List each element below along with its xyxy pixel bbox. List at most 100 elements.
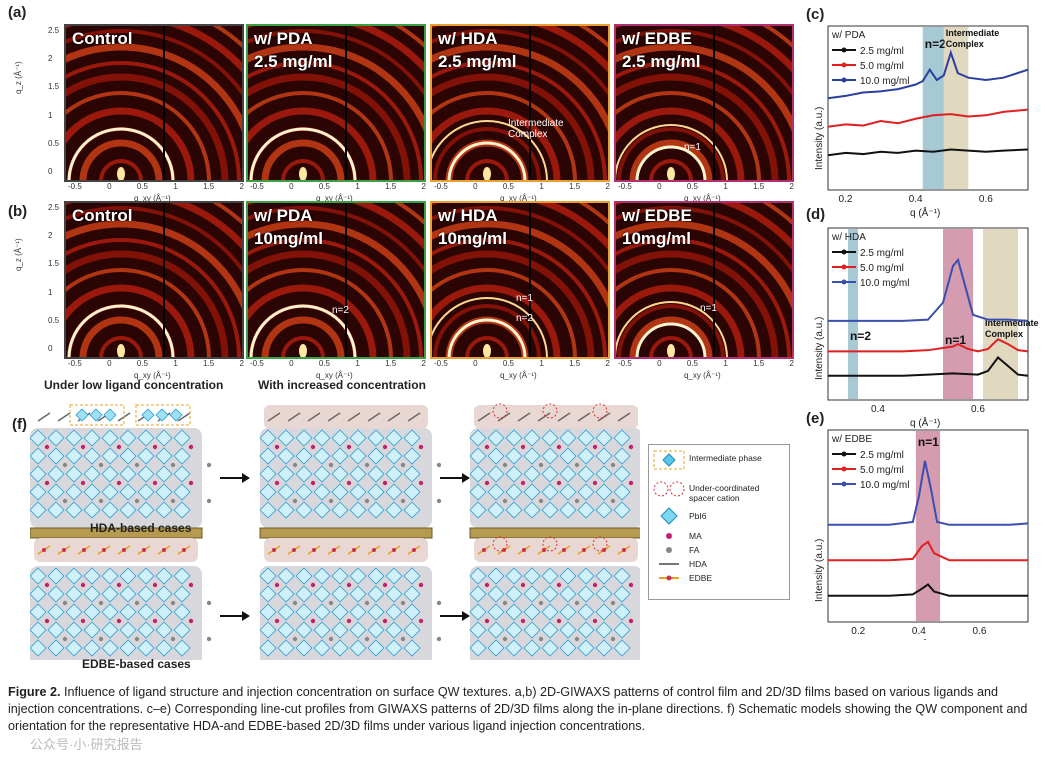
hda-cases-label: HDA-based cases [90, 521, 192, 535]
band-label-0: n=2 [925, 37, 946, 51]
caption-label: Figure 2. [8, 685, 61, 699]
giwaxs-row_a-note-3: n=1 [684, 142, 701, 153]
legend-edbe: EDBE [689, 573, 713, 583]
legend-label: 10.0 mg/ml [860, 480, 909, 491]
giwaxs-row_b-panel-1 [246, 201, 426, 359]
x-axis-label: q_xy (Å⁻¹) [316, 371, 353, 380]
x-tick: 0.6 [973, 626, 987, 637]
x-axis-label: q_xy (Å⁻¹) [684, 194, 721, 203]
series-0 [828, 583, 1028, 597]
x-tick: -0.5 [68, 182, 82, 191]
pbi6-icon [660, 507, 678, 525]
giwaxs-row_a-title-2: w/ HDA [438, 29, 498, 48]
y-ticks: 2.5 2 1.5 1 0.5 0 [48, 26, 59, 176]
giwaxs-row_b-note2-2: n=2 [516, 313, 533, 324]
series-1 [828, 540, 1028, 562]
x-tick: 2 [421, 182, 426, 191]
surface-layer [264, 538, 428, 562]
figure-caption: Figure 2. Influence of ligand structure … [8, 684, 1038, 735]
giwaxs-row_a-conc-1: 2.5 mg/ml [254, 52, 333, 71]
legend-fa: FA [689, 545, 700, 555]
x-tick: 1 [355, 182, 360, 191]
x-tick: 0.2 [839, 194, 853, 205]
schematic-legend: Intermediate phase Under-coordinated spa… [648, 444, 790, 600]
series-2 [827, 49, 1029, 100]
x-tick: 2 [789, 182, 794, 191]
x-ticks: -0.5 0 0.5 1 1.5 2 [68, 359, 244, 368]
x-axis-label: q (Å⁻¹) [910, 638, 940, 640]
series-1 [827, 108, 1029, 128]
x-axis-label: q_xy (Å⁻¹) [134, 194, 171, 203]
x-tick: -0.5 [434, 182, 448, 191]
y-axis-label: Intensity (a.u.) [814, 107, 825, 170]
chart-title: w/ PDA [831, 30, 866, 41]
x-tick: -0.5 [68, 359, 82, 368]
x-tick: 0 [657, 359, 662, 368]
y-tick: 0 [48, 166, 53, 176]
x-tick: 0.4 [912, 626, 926, 637]
legend-ma: MA [689, 531, 702, 541]
x-ticks: -0.5 0 0.5 1 1.5 2 [618, 182, 794, 191]
x-axis-label: q (Å⁻¹) [910, 416, 940, 429]
series-2 [828, 460, 1029, 526]
giwaxs-row_b-title-2: w/ HDA [438, 206, 498, 225]
undercoordinated-icon-2 [669, 481, 685, 497]
legend-label: 5.0 mg/ml [860, 263, 904, 274]
x-axis-label: q_xy (Å⁻¹) [500, 194, 537, 203]
series-1 [828, 337, 1029, 353]
y-tick: 2 [48, 231, 53, 241]
panel-label-c: (c) [806, 6, 825, 23]
x-tick: 1 [723, 182, 728, 191]
legend-label: 2.5 mg/ml [860, 450, 904, 461]
x-axis-label: q_xy (Å⁻¹) [500, 371, 537, 380]
x-tick: -0.5 [250, 359, 264, 368]
x-tick: 0.6 [979, 194, 993, 205]
x-tick: 1 [539, 359, 544, 368]
giwaxs-row_a-title-3: w/ EDBE [622, 29, 692, 48]
legend-label: 2.5 mg/ml [860, 46, 904, 57]
substrate [259, 527, 433, 539]
giwaxs-row_a-title-1: w/ PDA [254, 29, 313, 48]
x-tick: 0.5 [686, 182, 698, 191]
band-1 [943, 229, 973, 399]
legend-pbi6: PbI6 [689, 511, 707, 521]
giwaxs-row_b-title-3: w/ EDBE [622, 206, 692, 225]
giwaxs-row_b-note-2: n=1 [516, 293, 533, 304]
giwaxs-row_b-note-1: n=2 [332, 305, 349, 316]
panel-label-b: (b) [8, 203, 28, 220]
x-tick: 1 [539, 182, 544, 191]
x-tick: 0.2 [851, 626, 865, 637]
giwaxs-row_b-panel-3 [614, 201, 794, 359]
surface-layer [474, 538, 638, 562]
x-axis-label: q_xy (Å⁻¹) [684, 371, 721, 380]
x-tick: 2 [421, 359, 426, 368]
y-tick: 1 [48, 287, 53, 297]
giwaxs-row_a-conc-2: 2.5 mg/ml [438, 52, 517, 71]
band-0 [848, 229, 858, 399]
intermediate-phase-box [69, 404, 125, 426]
x-tick: 0.6 [971, 404, 985, 415]
x-tick: 0 [473, 359, 478, 368]
edbe-cases-label: EDBE-based cases [82, 657, 191, 671]
band-0 [922, 27, 944, 189]
y-axis-label: q_z (Å⁻¹) [14, 238, 23, 271]
giwaxs-row_b-conc-3: 10mg/ml [622, 229, 691, 248]
x-tick: 0.5 [686, 359, 698, 368]
giwaxs-row_a-title-0: Control [72, 29, 133, 48]
x-tick: -0.5 [618, 182, 632, 191]
x-tick: 1 [173, 182, 178, 191]
x-tick: 2 [605, 182, 610, 191]
series-0 [828, 356, 1029, 377]
giwaxs-row_b-panel-2 [430, 201, 610, 359]
x-tick: 1.5 [385, 359, 397, 368]
y-tick: 0.5 [48, 138, 60, 148]
x-tick: 1.5 [569, 359, 581, 368]
x-tick: -0.5 [250, 182, 264, 191]
band-label-0: n=1 [918, 435, 939, 449]
series-0 [827, 148, 1029, 157]
band-1 [943, 27, 969, 189]
giwaxs-row_b-note-3: n=1 [700, 303, 717, 314]
x-tick: 0.4 [871, 404, 885, 415]
giwaxs-row_b-conc-2: 10mg/ml [438, 229, 507, 248]
